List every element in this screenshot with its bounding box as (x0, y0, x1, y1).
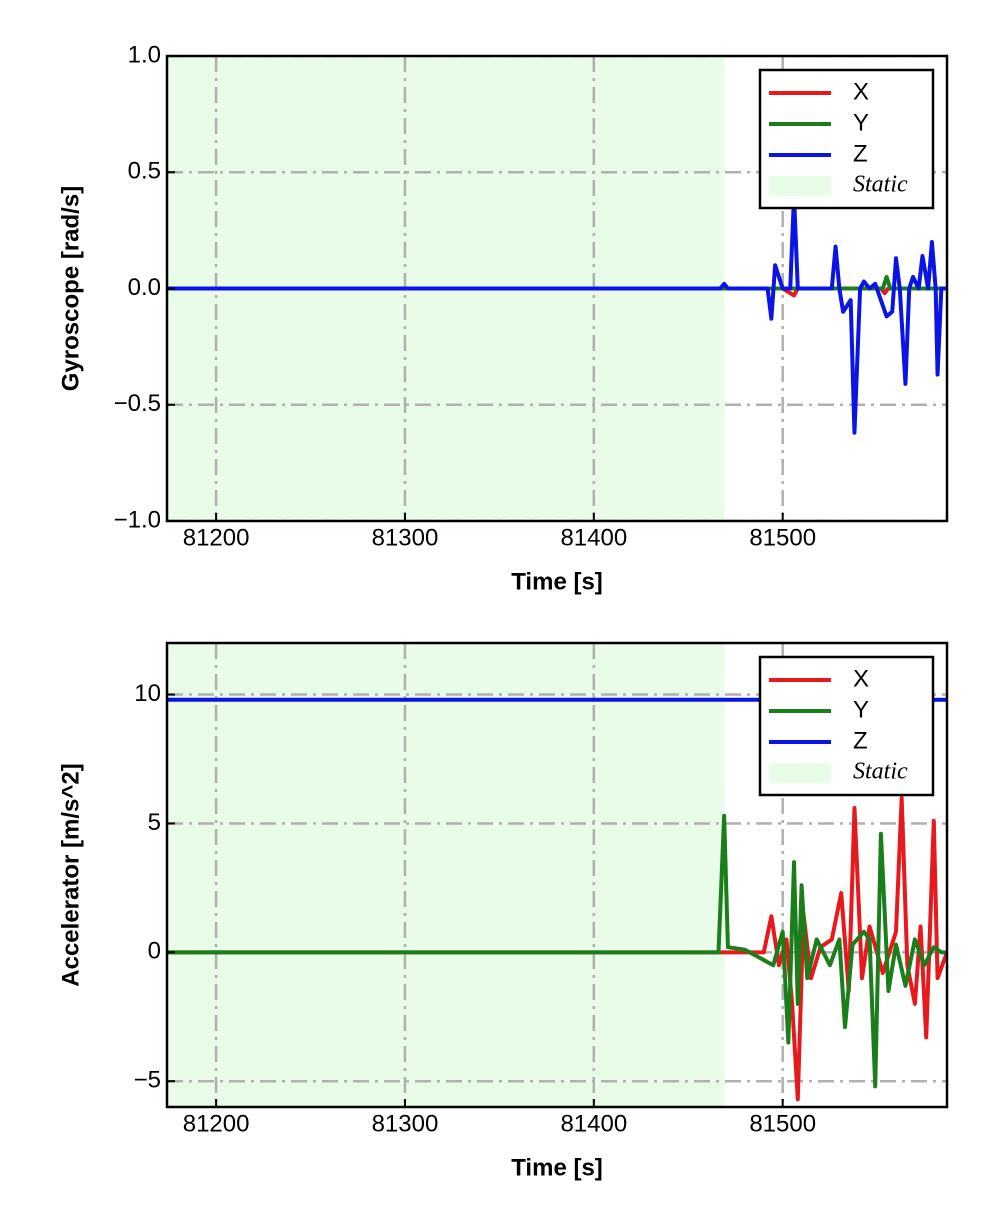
x-axis-label: Time [s] (511, 1154, 603, 1181)
plot-area (167, 643, 947, 1107)
legend-label: Static (853, 759, 908, 785)
plot-area (167, 56, 947, 521)
x-tick-label: 81200 (183, 524, 250, 551)
y-tick-label: 0 (148, 938, 161, 965)
legend-label: Static (853, 172, 908, 198)
y-tick-label: 10 (134, 680, 161, 707)
y-tick-label: −1.0 (114, 506, 161, 533)
legend: XYZ Static (758, 655, 935, 797)
y-tick-label: −5 (134, 1067, 161, 1094)
x-tick-label: 81300 (372, 1110, 439, 1137)
legend-swatch (769, 763, 831, 783)
legend-label: Y (853, 109, 869, 136)
data-line (167, 795, 947, 1102)
legend-label: X (853, 665, 869, 692)
legend-label: Z (853, 140, 868, 167)
y-tick-label: −0.5 (114, 390, 161, 417)
axes-frame (165, 641, 949, 1109)
x-tick-label: 81200 (183, 1110, 250, 1137)
subplot: 81200 81300 81400 81500 −5 0 5 10 Time [s] Accele… (57, 641, 949, 1181)
x-tick-label: 81500 (749, 1110, 816, 1137)
legend-label: Y (853, 696, 869, 723)
legend-label: X (853, 78, 869, 105)
legend-swatch (769, 176, 831, 196)
y-tick-label: 1.0 (128, 41, 161, 68)
static-span (167, 643, 725, 1107)
x-tick-label: 81500 (749, 524, 816, 551)
y-tick-label: 0.5 (128, 158, 161, 185)
x-tick-label: 81400 (560, 524, 627, 551)
y-axis-label: Accelerator [m/s^2] (57, 763, 84, 986)
y-tick-label: 0.0 (128, 274, 161, 301)
x-tick-label: 81300 (372, 524, 439, 551)
legend: XYZ Static (758, 68, 935, 210)
y-tick-label: 5 (148, 809, 161, 836)
x-axis-label: Time [s] (511, 568, 603, 595)
data-line (167, 193, 947, 435)
legend-label: Z (853, 727, 868, 754)
axes-frame (165, 54, 949, 523)
y-axis-label: Gyroscope [rad/s] (57, 186, 84, 391)
x-tick-label: 81400 (560, 1110, 627, 1137)
data-line (167, 813, 947, 1089)
subplot: 81200 81300 81400 81500 −1.0 −0.5 0.0 0.5 1.0 Tim… (57, 41, 949, 595)
